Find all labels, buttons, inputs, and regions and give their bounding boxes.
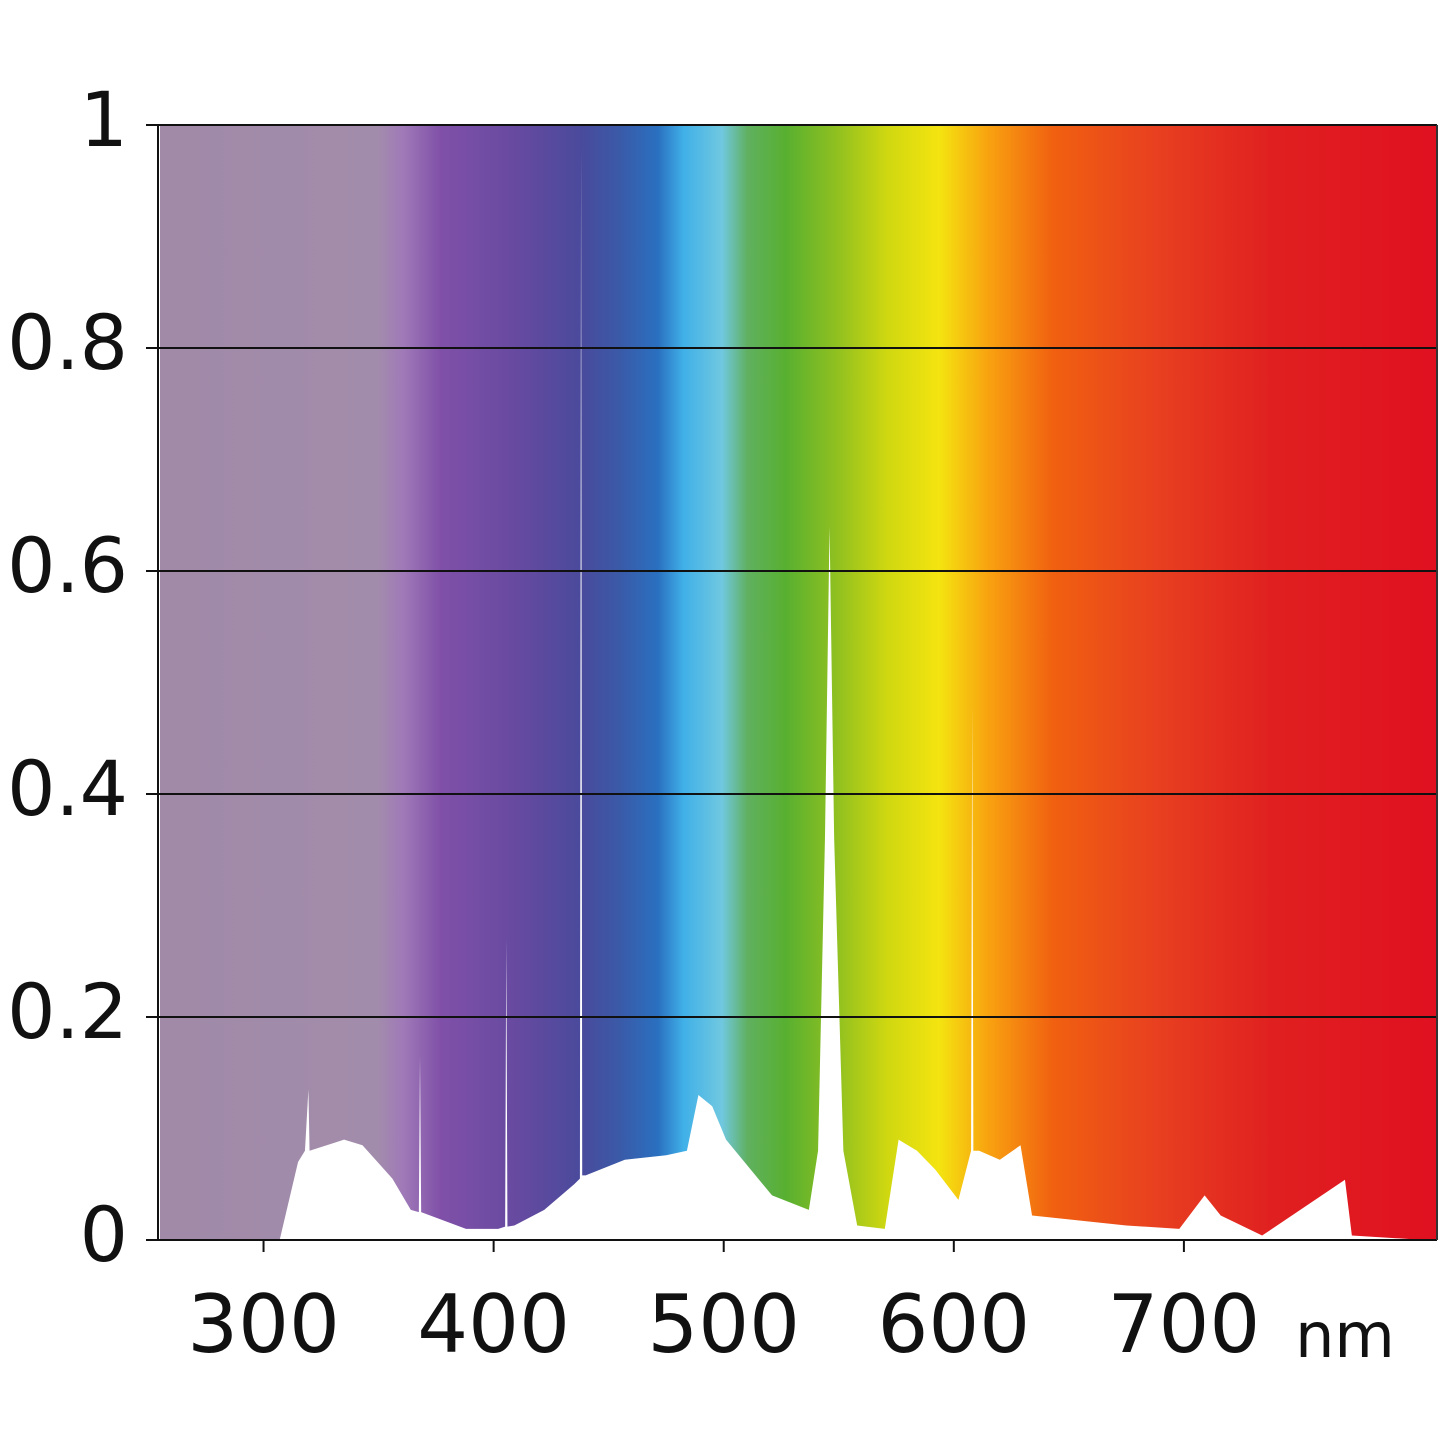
- y-tick-label: 0.8: [7, 298, 128, 387]
- y-tick-label: 0.4: [7, 744, 128, 833]
- x-tick-label: 600: [877, 1278, 1030, 1371]
- x-tick-label: 500: [647, 1278, 800, 1371]
- x-unit: nm: [1295, 1299, 1395, 1372]
- y-tick-label: 0.6: [7, 521, 128, 610]
- x-tick-label: 700: [1108, 1278, 1261, 1371]
- y-tick-label: 0: [80, 1190, 128, 1279]
- y-tick-label: 1: [80, 75, 128, 164]
- spectrum-background: [160, 125, 1437, 1240]
- y-tick-label: 0.2: [7, 967, 128, 1056]
- x-tick-label: 400: [417, 1278, 570, 1371]
- x-tick-label: 300: [187, 1278, 340, 1371]
